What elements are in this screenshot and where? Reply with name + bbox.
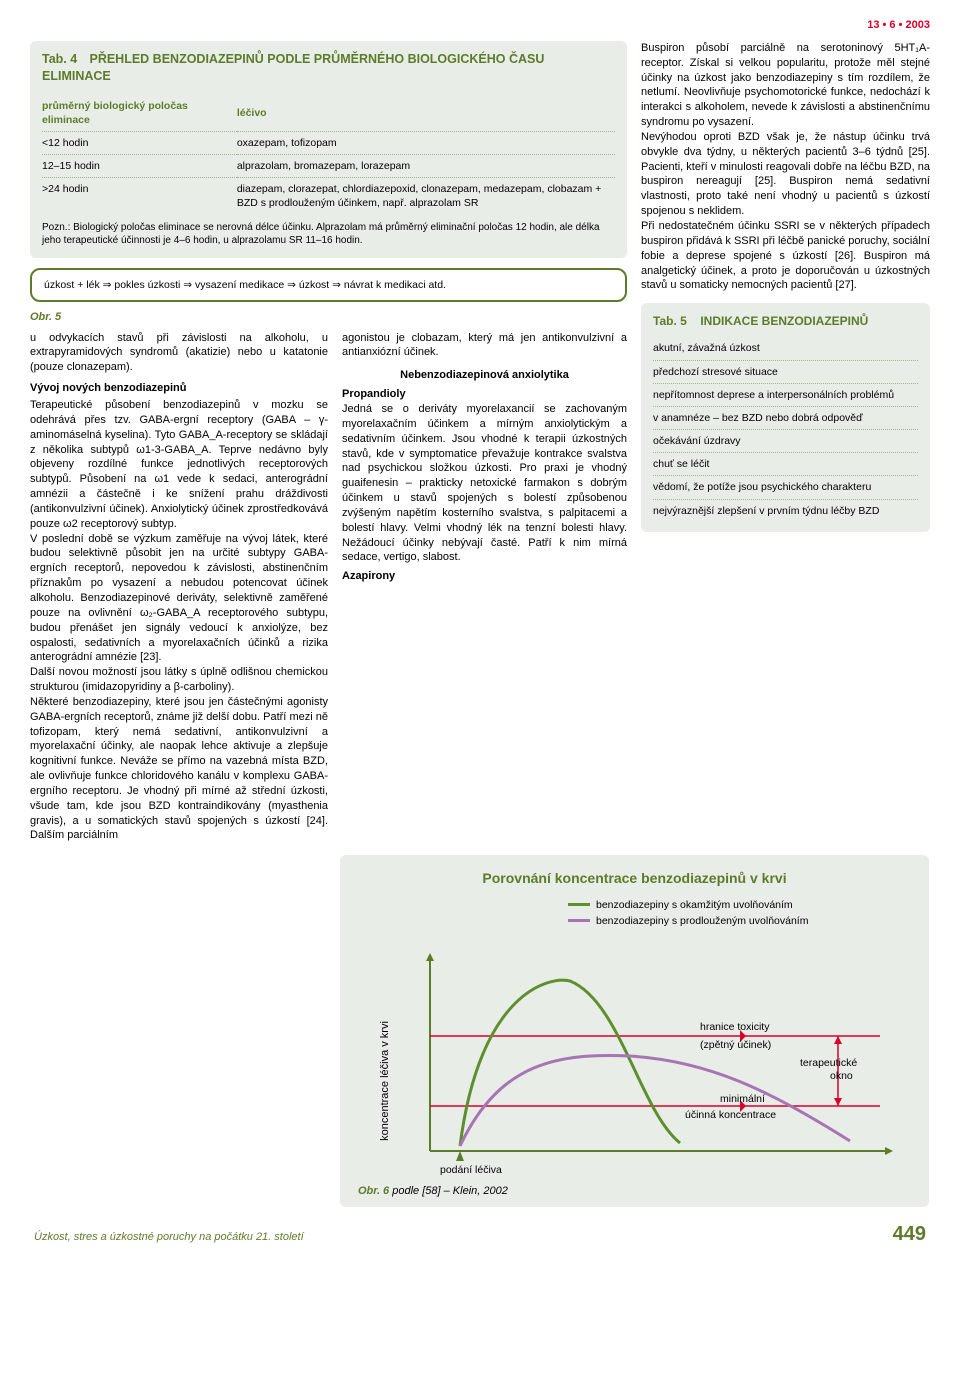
svg-text:okno: okno [830,1070,853,1082]
footer: Úzkost, stres a úzkostné poruchy na počá… [30,1221,930,1248]
tab4-note: Pozn.: Biologický poločas eliminace se n… [42,221,615,248]
list-item: vědomí, že potíže jsou psychického chara… [653,476,918,499]
mid-heading-1: Nebenzodiazepinová anxiolytika [342,368,627,383]
list-item: akutní, závažná úzkost [653,337,918,360]
obr5-label: Obr. 5 [30,310,627,325]
svg-text:minimální: minimální [720,1093,765,1105]
mid-column-text: agonistou je clobazam, který má jen anti… [342,331,627,844]
svg-text:koncentrace léčiva v krvi: koncentrace léčiva v krvi [379,1021,391,1141]
chart-caption: Obr. 6 podle [58] – Klein, 2002 [358,1184,911,1199]
left-column-text: u odvykacích stavů při závislosti na alk… [30,331,328,844]
table-5: Tab. 5 INDIKACE BENZODIAZEPINŮ akutní, z… [641,303,930,532]
legend-line-slow [568,919,590,922]
svg-text:hranice toxicity: hranice toxicity [700,1021,770,1033]
svg-text:podání léčiva: podání léčiva [440,1164,502,1176]
list-item: nepřítomnost deprese a interpersonálních… [653,384,918,407]
table-row: <12 hodinoxazepam, tofizopam [42,131,615,154]
legend-line-fast [568,903,590,906]
mid-heading-3: Azapirony [342,569,627,584]
list-item: předchozí stresové situace [653,361,918,384]
right-column-text: Buspiron působí parciálně na serotoninov… [641,41,930,293]
tab4-table: průměrný biologický poločas eliminace lé… [42,95,615,215]
mid-heading-2: Propandioly [342,387,627,402]
tab4-col2: léčivo [237,95,615,132]
table-4: Tab. 4 PŘEHLED BENZODIAZEPINŮ PODLE PRŮM… [30,41,627,258]
tab5-label: Tab. 5 [653,313,697,329]
chart-panel: Porovnání koncentrace benzodiazepinů v k… [340,855,929,1207]
tab5-list: akutní, závažná úzkostpředchozí stresové… [653,337,918,521]
footer-title: Úzkost, stres a úzkostné poruchy na počá… [34,1230,304,1245]
footer-page: 449 [893,1221,926,1248]
header-date: 13 • 6 • 2003 [30,18,930,33]
table-row: >24 hodindiazepam, clorazepat, chlordiaz… [42,178,615,215]
tab4-col1: průměrný biologický poločas eliminace [42,95,237,132]
flow-box: úzkost + lék ⇒ pokles úzkosti ⇒ vysazení… [30,268,627,302]
list-item: chuť se léčit [653,453,918,476]
table-row: 12–15 hodinalprazolam, bromazepam, loraz… [42,155,615,178]
tab5-title: INDIKACE BENZODIAZEPINŮ [700,314,868,328]
chart-title: Porovnání koncentrace benzodiazepinů v k… [358,869,911,888]
tab4-label: Tab. 4 [42,51,86,68]
svg-text:(zpětný účinek): (zpětný účinek) [700,1039,771,1051]
list-item: očekávání úzdravy [653,430,918,453]
svg-text:terapeutické: terapeutické [800,1057,857,1069]
svg-text:účinná koncentrace: účinná koncentrace [685,1109,776,1121]
list-item: v anamnéze – bez BZD nebo dobrá odpověď [653,407,918,430]
list-item: nejvýraznější zlepšení v prvním týdnu lé… [653,500,918,522]
chart-legend: benzodiazepiny s okamžitým uvolňováním b… [568,898,911,928]
chart-svg: koncentrace léčiva v krvi hranice toxicit… [358,931,913,1176]
tab4-title: PŘEHLED BENZODIAZEPINŮ PODLE PRŮMĚRNÉHO … [42,52,544,83]
